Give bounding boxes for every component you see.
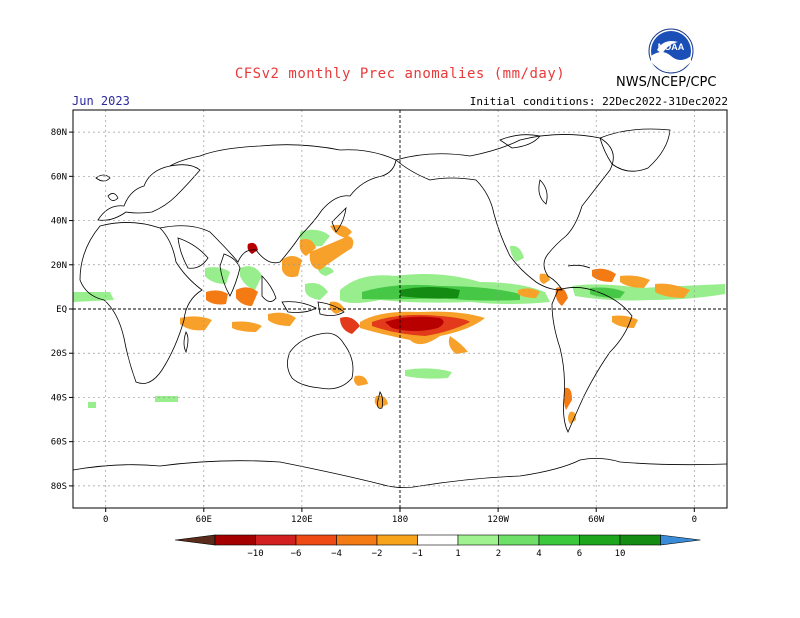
lon-tick-label: 0 bbox=[692, 515, 697, 525]
colorbar-tick-label: −4 bbox=[331, 549, 342, 559]
colorbar-segment bbox=[579, 534, 621, 546]
colorbar-tick-label: 4 bbox=[536, 549, 541, 559]
initial-conditions: Initial conditions: 22Dec2022-31Dec2022 bbox=[469, 95, 728, 108]
colorbar-segment bbox=[619, 534, 661, 546]
colorbar-segment bbox=[376, 534, 418, 546]
lon-tick-label: 180 bbox=[392, 515, 408, 525]
colorbar-tick-label: −6 bbox=[291, 549, 302, 559]
colorbar-segment bbox=[498, 534, 540, 546]
colorbar-tick-label: 6 bbox=[577, 549, 582, 559]
lat-tick-label: EQ bbox=[56, 305, 67, 315]
noaa-logo-icon: NOAA bbox=[648, 28, 694, 74]
colorbar-tick-label: 2 bbox=[496, 549, 501, 559]
colorbar-tick-label: −1 bbox=[412, 549, 423, 559]
anomaly-shading bbox=[73, 224, 725, 424]
lat-tick-label: 80N bbox=[51, 128, 67, 138]
agency-label: NWS/NCEP/CPC bbox=[616, 75, 717, 90]
lat-tick-label: 20S bbox=[51, 349, 67, 359]
valid-month: Jun 2023 bbox=[72, 94, 130, 108]
colorbar-tick-label: 1 bbox=[455, 549, 460, 559]
lon-tick-label: 60W bbox=[588, 515, 605, 525]
colorbar-segment bbox=[336, 534, 378, 546]
map-axes: 80N 60N 40N 20N EQ 20S 40S 60S 80S 0 60E 120E 180 120… bbox=[51, 109, 728, 525]
colorbar-segment bbox=[295, 534, 337, 546]
colorbar-low-arrow bbox=[174, 534, 216, 546]
colorbar-tick-label: −2 bbox=[372, 549, 383, 559]
lat-tick-label: 80S bbox=[51, 482, 67, 492]
lat-tick-label: 20N bbox=[51, 261, 67, 271]
colorbar-segment bbox=[538, 534, 580, 546]
colorbar-segment bbox=[457, 534, 499, 546]
lat-tick-label: 40S bbox=[51, 393, 67, 403]
colorbar: −10 −6 −4 −2 −1 1 2 4 6 10 bbox=[174, 534, 701, 559]
svg-text:NOAA: NOAA bbox=[658, 42, 685, 52]
colorbar-segment bbox=[417, 534, 459, 546]
lon-tick-label: 60E bbox=[196, 515, 212, 525]
colorbar-segment bbox=[214, 534, 256, 546]
colorbar-tick-label: −10 bbox=[247, 549, 263, 559]
lon-tick-label: 120W bbox=[487, 515, 509, 525]
colorbar-segment bbox=[255, 534, 297, 546]
lat-tick-label: 60N bbox=[51, 172, 67, 182]
page-title: CFSv2 monthly Prec anomalies (mm/day) bbox=[234, 66, 566, 82]
colorbar-high-arrow bbox=[660, 534, 701, 546]
lat-tick-label: 40N bbox=[51, 217, 67, 227]
lon-tick-label: 0 bbox=[103, 515, 108, 525]
map-grid bbox=[73, 110, 727, 508]
colorbar-tick-label: 10 bbox=[615, 549, 626, 559]
lon-tick-label: 120E bbox=[291, 515, 313, 525]
lat-tick-label: 60S bbox=[51, 438, 67, 448]
